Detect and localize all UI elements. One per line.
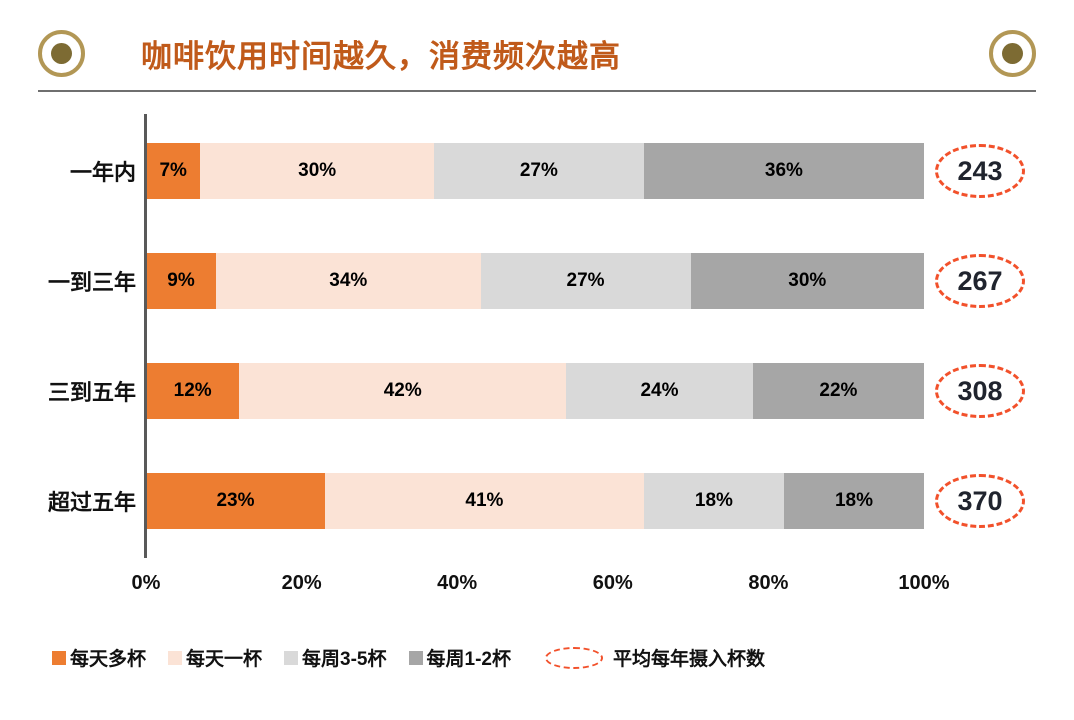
segment-value-label: 30% — [298, 160, 337, 181]
legend-item: 每周1-2杯 — [408, 644, 511, 671]
segment-value-label: 41% — [465, 490, 504, 511]
bullet-circle-icon-right — [989, 30, 1036, 77]
chart-plot-area: 一年内 7% 30% 27% 36% 243 一到三年 9% 34% 27% 30% 267 三到五年 1… — [38, 114, 1036, 558]
x-axis-tick-label: 40% — [437, 572, 478, 594]
annotation-wrap: 370 — [924, 474, 1036, 528]
stacked-bar: 23% 41% 18% 18% — [146, 473, 924, 529]
category-label: 一到三年 — [47, 270, 136, 295]
annotation-ellipse: 243 — [935, 144, 1025, 198]
bar-segment: 30% — [690, 253, 924, 309]
annotation-value: 243 — [957, 155, 1003, 186]
category-label: 一年内 — [69, 160, 136, 185]
bar-segment: 27% — [480, 253, 691, 309]
legend-item: 每周3-5杯 — [284, 644, 387, 671]
segment-value-label: 22% — [819, 380, 858, 401]
bar-segment: 12% — [146, 363, 240, 419]
segment-value-label: 27% — [519, 160, 558, 181]
stacked-bar: 7% 30% 27% 36% — [146, 143, 924, 199]
segment-value-label: 18% — [694, 490, 733, 511]
bar-segment: 24% — [566, 363, 753, 419]
bar-segment: 18% — [783, 473, 924, 529]
segment-value-label: 12% — [173, 380, 212, 401]
x-axis-tick-label: 80% — [748, 572, 789, 594]
annotation-ellipse: 370 — [935, 474, 1025, 528]
x-axis-tick-label: 0% — [131, 572, 161, 594]
annotation-value: 308 — [957, 375, 1003, 406]
annotation-wrap: 267 — [924, 254, 1036, 308]
annotation-value: 370 — [957, 485, 1003, 516]
annotation-wrap: 308 — [924, 364, 1036, 418]
bar-segment: 27% — [433, 143, 644, 199]
chart-row: 三到五年 12% 42% 24% 22% 308 — [38, 336, 1036, 446]
bar-segment: 22% — [752, 363, 924, 419]
annotation-value: 267 — [957, 265, 1003, 296]
header: 咖啡饮用时间越久，消费频次越高 — [38, 30, 1036, 77]
legend-label: 每天一杯 — [186, 649, 263, 670]
legend-label: 每天多杯 — [70, 649, 147, 670]
legend-swatch-icon — [284, 650, 299, 665]
legend-swatch-icon — [52, 650, 66, 665]
stacked-bar-chart: 一年内 7% 30% 27% 36% 243 一到三年 9% 34% 27% 30% 267 三到五年 1… — [38, 114, 1036, 600]
legend-label: 每周3-5杯 — [302, 649, 387, 670]
annotation-ellipse: 267 — [935, 254, 1025, 308]
legend-item: 每天多杯 — [52, 644, 146, 671]
category-label: 三到五年 — [47, 380, 136, 405]
bar-segment: 23% — [146, 473, 325, 529]
bar-segment: 34% — [216, 253, 481, 309]
x-axis-tick-label: 60% — [592, 572, 633, 594]
bar-segment: 7% — [146, 143, 201, 199]
legend-swatch-icon — [408, 650, 423, 665]
bar-segment: 9% — [146, 253, 217, 309]
segment-value-label: 7% — [159, 160, 187, 181]
chart-row: 一年内 7% 30% 27% 36% 243 — [38, 116, 1036, 226]
bar-segment: 18% — [643, 473, 784, 529]
annotation-ellipse: 308 — [935, 364, 1025, 418]
bar-segment: 30% — [200, 143, 434, 199]
segment-value-label: 27% — [566, 270, 605, 291]
x-axis-tick-label: 20% — [281, 572, 322, 594]
title-divider — [38, 90, 1036, 92]
x-axis-ticks: 0% 20% 40% 60% 80% 100% — [132, 572, 950, 600]
chart-legend: 每天多杯 每天一杯 每周3-5杯 每周1-2杯 平均每年摄入杯数 — [52, 644, 1036, 671]
segment-value-label: 42% — [383, 380, 422, 401]
bullet-circle-icon-left — [38, 30, 85, 77]
page-title: 咖啡饮用时间越久，消费频次越高 — [141, 39, 621, 74]
chart-row: 超过五年 23% 41% 18% 18% 370 — [38, 446, 1036, 556]
legend-swatch-icon — [168, 650, 183, 665]
x-axis-tick-label: 100% — [898, 572, 950, 594]
bar-segment: 41% — [324, 473, 644, 529]
segment-value-label: 9% — [167, 270, 195, 291]
segment-value-label: 18% — [834, 490, 873, 511]
y-axis-line — [144, 114, 147, 558]
stacked-bar: 9% 34% 27% 30% — [146, 253, 924, 309]
segment-value-label: 30% — [788, 270, 827, 291]
bar-segment: 36% — [643, 143, 924, 199]
segment-value-label: 34% — [329, 270, 368, 291]
chart-row: 一到三年 9% 34% 27% 30% 267 — [38, 226, 1036, 336]
x-axis: 0% 20% 40% 60% 80% 100% — [38, 572, 1036, 600]
segment-value-label: 23% — [216, 490, 255, 511]
annotation-wrap: 243 — [924, 144, 1036, 198]
stacked-bar: 12% 42% 24% 22% — [146, 363, 924, 419]
legend-item: 每天一杯 — [168, 644, 262, 671]
dashed-ellipse-icon — [544, 646, 603, 669]
bar-segment: 42% — [239, 363, 567, 419]
legend-label: 每周1-2杯 — [426, 649, 511, 670]
segment-value-label: 36% — [764, 160, 803, 181]
segment-value-label: 24% — [640, 380, 679, 401]
category-label: 超过五年 — [47, 490, 136, 515]
annotation-legend-label: 平均每年摄入杯数 — [612, 649, 765, 670]
